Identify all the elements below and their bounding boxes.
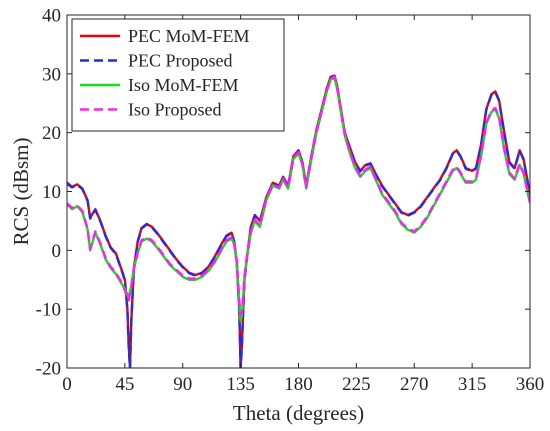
x-tick-label: 135 bbox=[226, 374, 255, 395]
x-axis-title: Theta (degrees) bbox=[233, 401, 364, 425]
y-tick-label: 40 bbox=[42, 6, 61, 27]
y-tick-label: -10 bbox=[36, 300, 61, 321]
x-tick-label: 270 bbox=[400, 374, 429, 395]
series-line-3 bbox=[67, 75, 530, 317]
y-axis-ticks: -20 -10 0 10 20 30 40 bbox=[36, 6, 530, 380]
y-tick-label: 0 bbox=[52, 241, 62, 262]
x-tick-label: 180 bbox=[284, 374, 313, 395]
legend-label: Iso MoM-FEM bbox=[128, 75, 239, 95]
x-tick-label: 360 bbox=[516, 374, 545, 395]
y-tick-label: 30 bbox=[42, 64, 61, 85]
x-tick-label: 315 bbox=[458, 374, 487, 395]
x-tick-label: 225 bbox=[342, 374, 371, 395]
x-tick-label: 90 bbox=[173, 374, 192, 395]
y-tick-label: -20 bbox=[36, 359, 61, 380]
y-tick-label: 20 bbox=[42, 123, 61, 144]
series-line-1 bbox=[67, 74, 530, 368]
x-axis-ticks: 0 45 90 135 180 225 270 315 360 bbox=[62, 15, 544, 395]
legend-label: PEC MoM-FEM bbox=[128, 26, 250, 46]
legend-box bbox=[71, 18, 285, 132]
legend-label: PEC Proposed bbox=[128, 51, 233, 71]
legend-label: Iso Proposed bbox=[128, 100, 222, 120]
legend: PEC MoM-FEM PEC Proposed Iso MoM-FEM Iso Pr… bbox=[71, 18, 285, 132]
x-tick-label: 45 bbox=[115, 374, 134, 395]
x-tick-label: 0 bbox=[62, 374, 72, 395]
y-axis-title: RCS (dBsm) bbox=[9, 138, 33, 246]
series-layer bbox=[67, 74, 530, 368]
y-tick-label: 10 bbox=[42, 182, 61, 203]
